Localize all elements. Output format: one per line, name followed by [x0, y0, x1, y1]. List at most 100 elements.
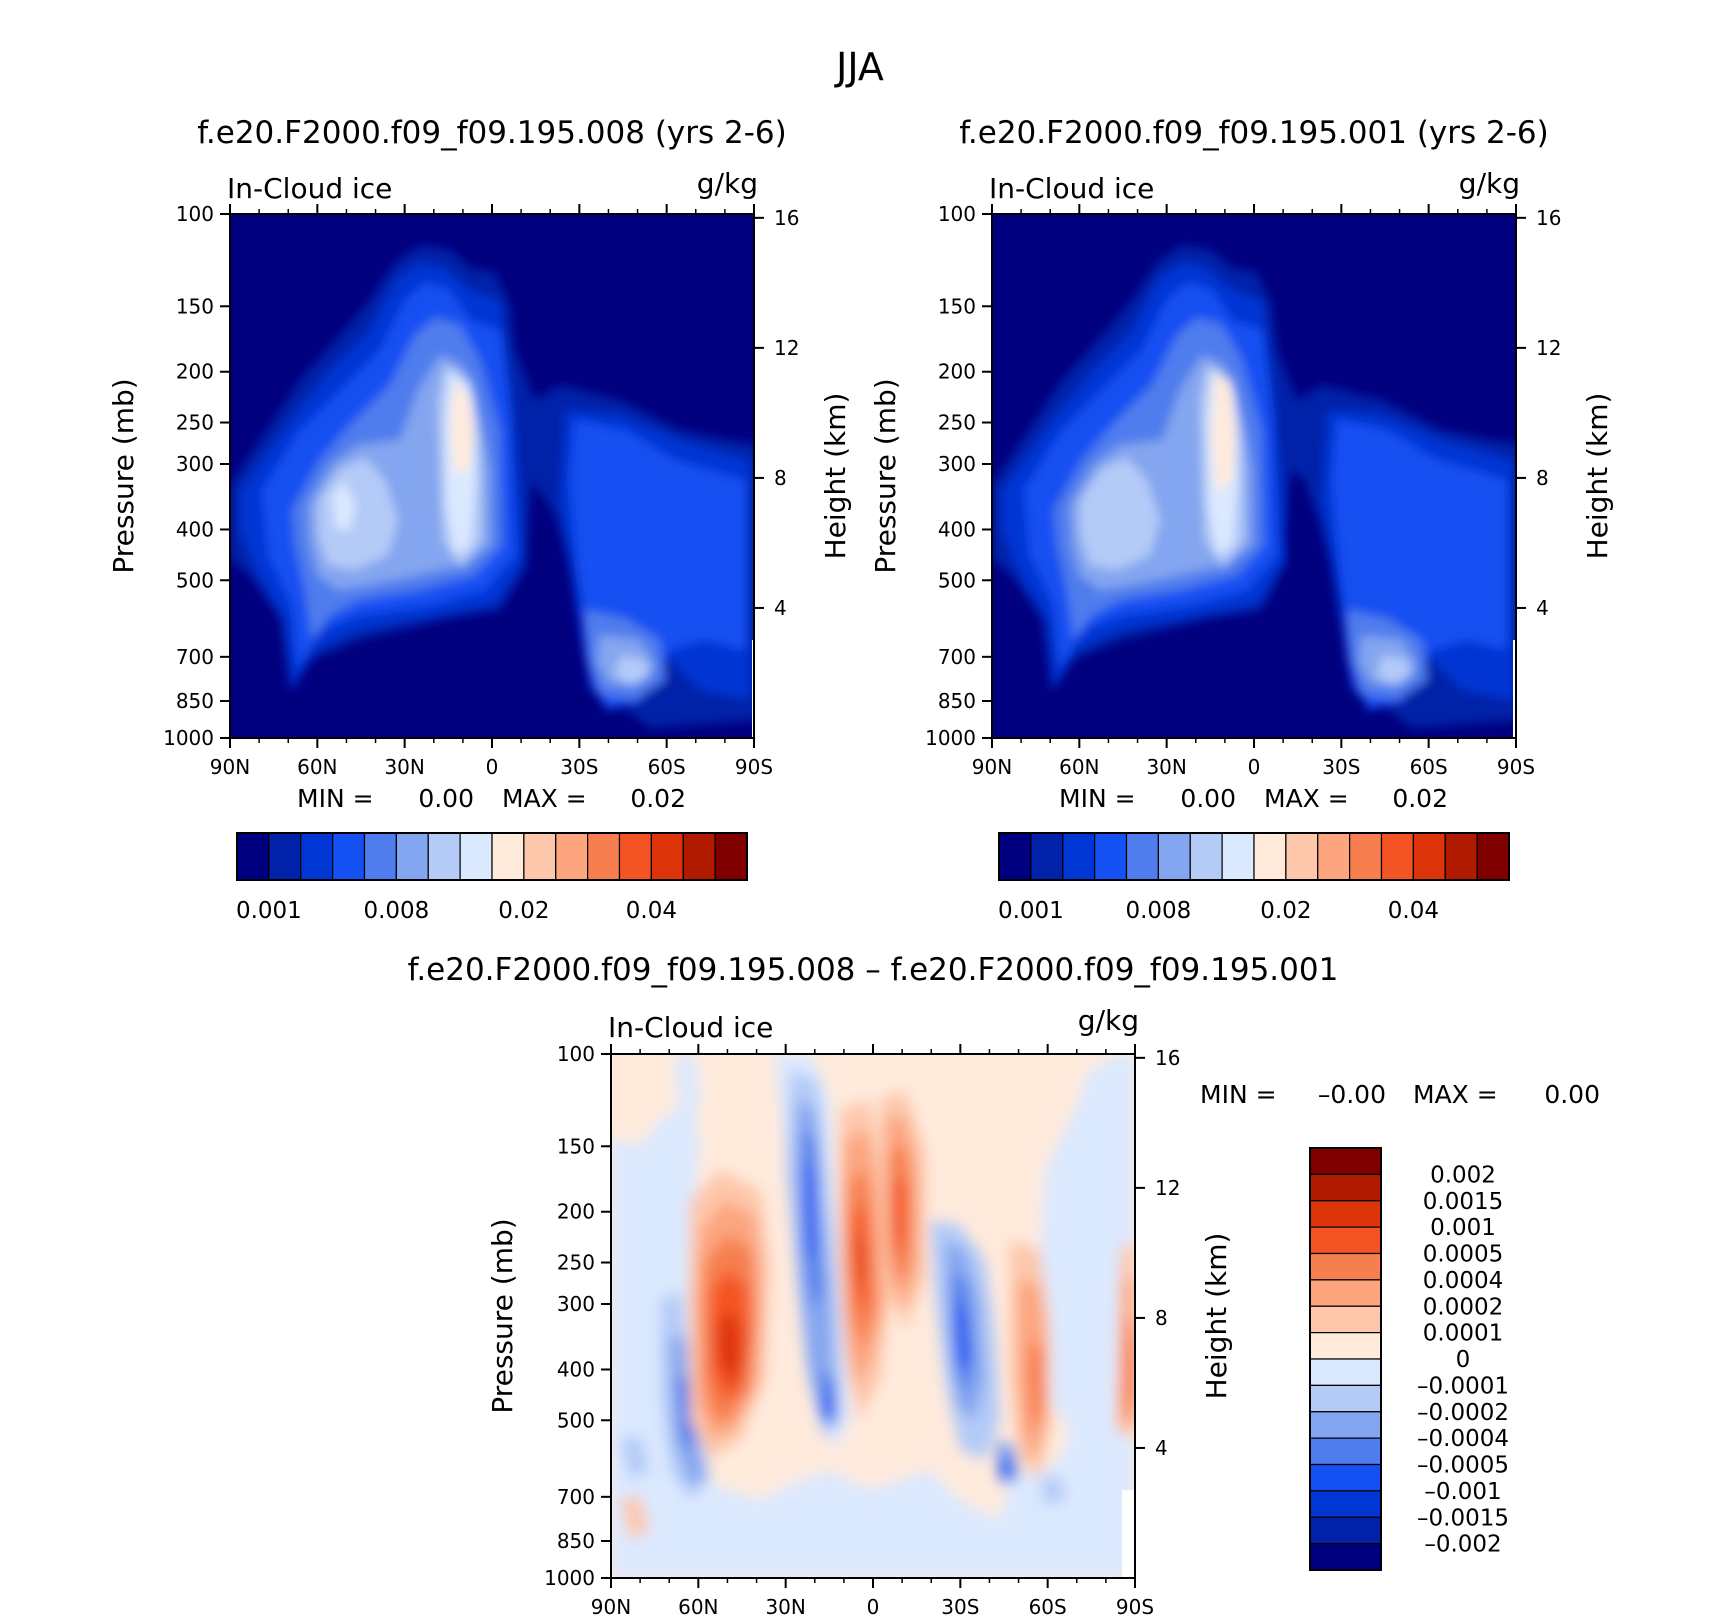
- height-tick-label: 4: [774, 596, 787, 620]
- colorbar-swatch: [459, 832, 493, 881]
- pressure-tick-label: 100: [938, 202, 976, 226]
- panel-2-title: f.e20.F2000.f09_f09.195.001 (yrs 2-6): [959, 115, 1549, 151]
- panel-2-level-8: [1211, 372, 1236, 492]
- panel-1-max-value: 0.02: [630, 784, 686, 813]
- colorbar-swatch: [1309, 1358, 1382, 1386]
- panel-3-neg-3: [670, 1100, 1020, 1485]
- colorbar-label: –0.0001: [1417, 1373, 1509, 1399]
- height-tick-label: 12: [774, 336, 799, 360]
- latitude-tick-label: 90S: [1497, 755, 1535, 779]
- pressure-tick-label: 300: [938, 452, 976, 476]
- pressure-tick-label: 1000: [544, 1566, 595, 1590]
- panel-2-height-label: Height (km): [1581, 393, 1614, 560]
- panel-3-units: g/kg: [1078, 1004, 1139, 1037]
- pressure-tick-label: 250: [557, 1251, 595, 1275]
- panel-2-field: [992, 214, 1516, 738]
- pressure-tick-label: 150: [938, 294, 976, 318]
- panel-1-axes: 100 150 200 250 300 400 500 700 850 1000 90N 60N 30N…: [163, 202, 799, 779]
- latitude-tick-label: 90S: [1116, 1595, 1154, 1616]
- pressure-tick-label: 700: [176, 645, 214, 669]
- colorbar-swatch: [1412, 832, 1446, 881]
- panel-3-neg-1c: [675, 1054, 700, 1130]
- colorbar-swatch: [300, 832, 334, 881]
- colorbar-swatch: [1030, 832, 1064, 881]
- panel-3-max-label: MAX =: [1413, 1080, 1498, 1109]
- colorbar-label: 0.002: [1430, 1162, 1496, 1188]
- colorbar-label: 0.02: [498, 898, 549, 924]
- colorbar-label: 0.001: [998, 898, 1064, 924]
- pressure-tick-label: 500: [938, 568, 976, 592]
- colorbar-swatch: [1309, 1173, 1382, 1202]
- pressure-tick-label: 700: [938, 645, 976, 669]
- panel-2-max-value: 0.02: [1392, 784, 1448, 813]
- colorbar-swatch: [1309, 1305, 1382, 1334]
- colorbar-label: 0.0015: [1423, 1189, 1503, 1215]
- latitude-tick-label: 30S: [1322, 755, 1360, 779]
- colorbar-swatch: [1157, 832, 1191, 881]
- panel-3-pos-5: [718, 1240, 863, 1380]
- colorbar-label: 0: [1456, 1347, 1471, 1373]
- height-tick-label: 8: [1155, 1306, 1168, 1330]
- latitude-tick-label: 30S: [560, 755, 598, 779]
- pressure-tick-label: 400: [938, 517, 976, 541]
- colorbar-label: 0.02: [1260, 898, 1311, 924]
- colorbar-label: –0.0005: [1417, 1453, 1509, 1479]
- main-title: JJA: [834, 45, 884, 89]
- latitude-tick-label: 30N: [765, 1595, 805, 1616]
- colorbar-swatch: [523, 832, 557, 881]
- latitude-tick-label: 90S: [735, 755, 773, 779]
- colorbar-label: 0.001: [1430, 1215, 1496, 1241]
- pressure-tick-label: 200: [557, 1200, 595, 1224]
- colorbar-swatch: [236, 832, 270, 881]
- pressure-tick-label: 100: [176, 202, 214, 226]
- pressure-tick-label: 850: [176, 689, 214, 713]
- colorbar-swatch: [1349, 832, 1383, 881]
- latitude-tick-label: 30S: [941, 1595, 979, 1616]
- panel-3-ylabel: Pressure (mb): [486, 1218, 519, 1413]
- panel-2-min-label: MIN =: [1059, 784, 1136, 813]
- colorbar-swatch: [1309, 1279, 1382, 1307]
- height-tick-label: 16: [1155, 1046, 1180, 1070]
- colorbar-swatch: [587, 832, 621, 881]
- colorbar-label: –0.001: [1424, 1479, 1501, 1505]
- panel-1-ylabel: Pressure (mb): [107, 378, 140, 573]
- pressure-tick-label: 250: [176, 411, 214, 435]
- colorbar-swatch: [1309, 1226, 1382, 1255]
- colorbar-label: 0.0005: [1423, 1242, 1503, 1268]
- colorbar-swatch: [395, 832, 429, 881]
- height-tick-label: 4: [1536, 596, 1549, 620]
- colorbar-label: 0.0001: [1423, 1321, 1503, 1347]
- colorbar-swatch: [998, 832, 1032, 881]
- colorbar-label: 0.008: [1125, 898, 1191, 924]
- panel-2-missing: [1513, 640, 1516, 738]
- panel-1-level-6: [318, 365, 650, 685]
- colorbar-label: 0.0004: [1423, 1268, 1503, 1294]
- colorbar-swatch: [268, 832, 302, 881]
- colorbar-swatch: [1309, 1463, 1382, 1492]
- pressure-tick-label: 100: [557, 1042, 595, 1066]
- panel-3-neg-2: [620, 1070, 1066, 1505]
- panel-1: f.e20.F2000.f09_f09.195.008 (yrs 2-6) In…: [107, 115, 852, 924]
- panel-1-field: [230, 214, 754, 738]
- colorbar-swatch: [1309, 1516, 1382, 1545]
- latitude-tick-label: 60N: [297, 755, 337, 779]
- colorbar-swatch: [1094, 832, 1128, 881]
- colorbar-frame: [236, 832, 748, 881]
- height-tick-label: 4: [1155, 1436, 1168, 1460]
- colorbar-frame: [998, 832, 1510, 881]
- pressure-tick-label: 200: [176, 360, 214, 384]
- colorbar-swatch: [363, 832, 397, 881]
- colorbar-swatch: [714, 832, 748, 881]
- pressure-tick-label: 500: [176, 568, 214, 592]
- pressure-tick-label: 150: [557, 1134, 595, 1158]
- panel-1-min-value: 0.00: [418, 784, 474, 813]
- panel-3-height-label: Height (km): [1200, 1233, 1233, 1400]
- colorbar-swatch: [682, 832, 716, 881]
- panel-2-units: g/kg: [1459, 167, 1520, 200]
- colorbar-swatch: [491, 832, 525, 881]
- colorbar-swatch: [1317, 832, 1351, 881]
- panel-3-pos-2: [696, 1115, 1135, 1460]
- colorbar-swatch: [1309, 1252, 1382, 1281]
- colorbar-swatch: [1125, 832, 1159, 881]
